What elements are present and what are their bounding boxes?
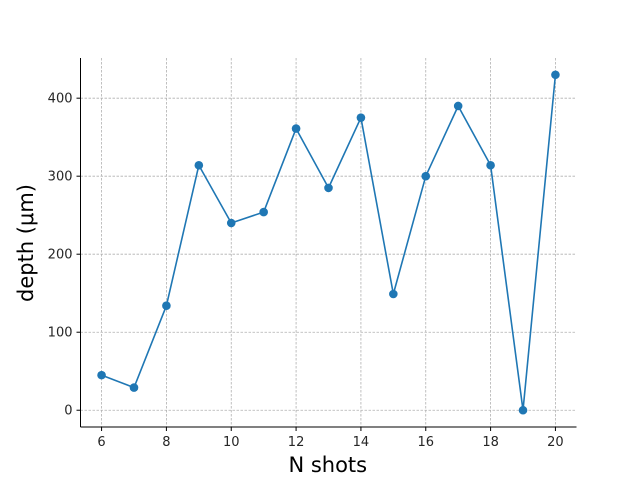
data-point: [389, 289, 398, 299]
data-point: [421, 171, 431, 181]
data-point: [291, 124, 301, 133]
data-point: [226, 218, 236, 228]
data-point: [486, 160, 495, 170]
y-axis-title: depth (μm): [14, 184, 38, 302]
data-point: [518, 405, 528, 415]
grid: [80, 58, 577, 427]
data-point: [356, 113, 366, 122]
y-tick-label: 300: [48, 170, 73, 185]
x-tick-label: 12: [288, 435, 305, 450]
x-tick-label: 16: [417, 435, 434, 450]
y-tick-label: 0: [64, 404, 72, 419]
axes-spines: [80, 58, 577, 428]
x-tick-label: 8: [162, 435, 170, 450]
data-point: [97, 370, 106, 380]
data-point: [194, 160, 204, 170]
x-tick-label: 18: [482, 435, 499, 450]
y-tick-label: 100: [48, 326, 73, 341]
series-layer: [97, 70, 560, 415]
data-point: [129, 383, 139, 392]
x-tick-label: 6: [97, 435, 105, 450]
data-point: [453, 101, 463, 111]
data-point: [259, 207, 268, 217]
x-tick-label: 20: [547, 435, 564, 450]
y-tick-label: 200: [48, 248, 73, 263]
y-tick-label: 400: [48, 92, 73, 107]
x-axis-title: N shots: [288, 453, 367, 477]
series-line: [101, 74, 557, 412]
x-tick-label: 10: [223, 435, 240, 450]
data-point: [551, 70, 560, 80]
data-point: [162, 301, 171, 310]
x-tick-label: 14: [353, 435, 370, 450]
data-point: [324, 183, 333, 193]
